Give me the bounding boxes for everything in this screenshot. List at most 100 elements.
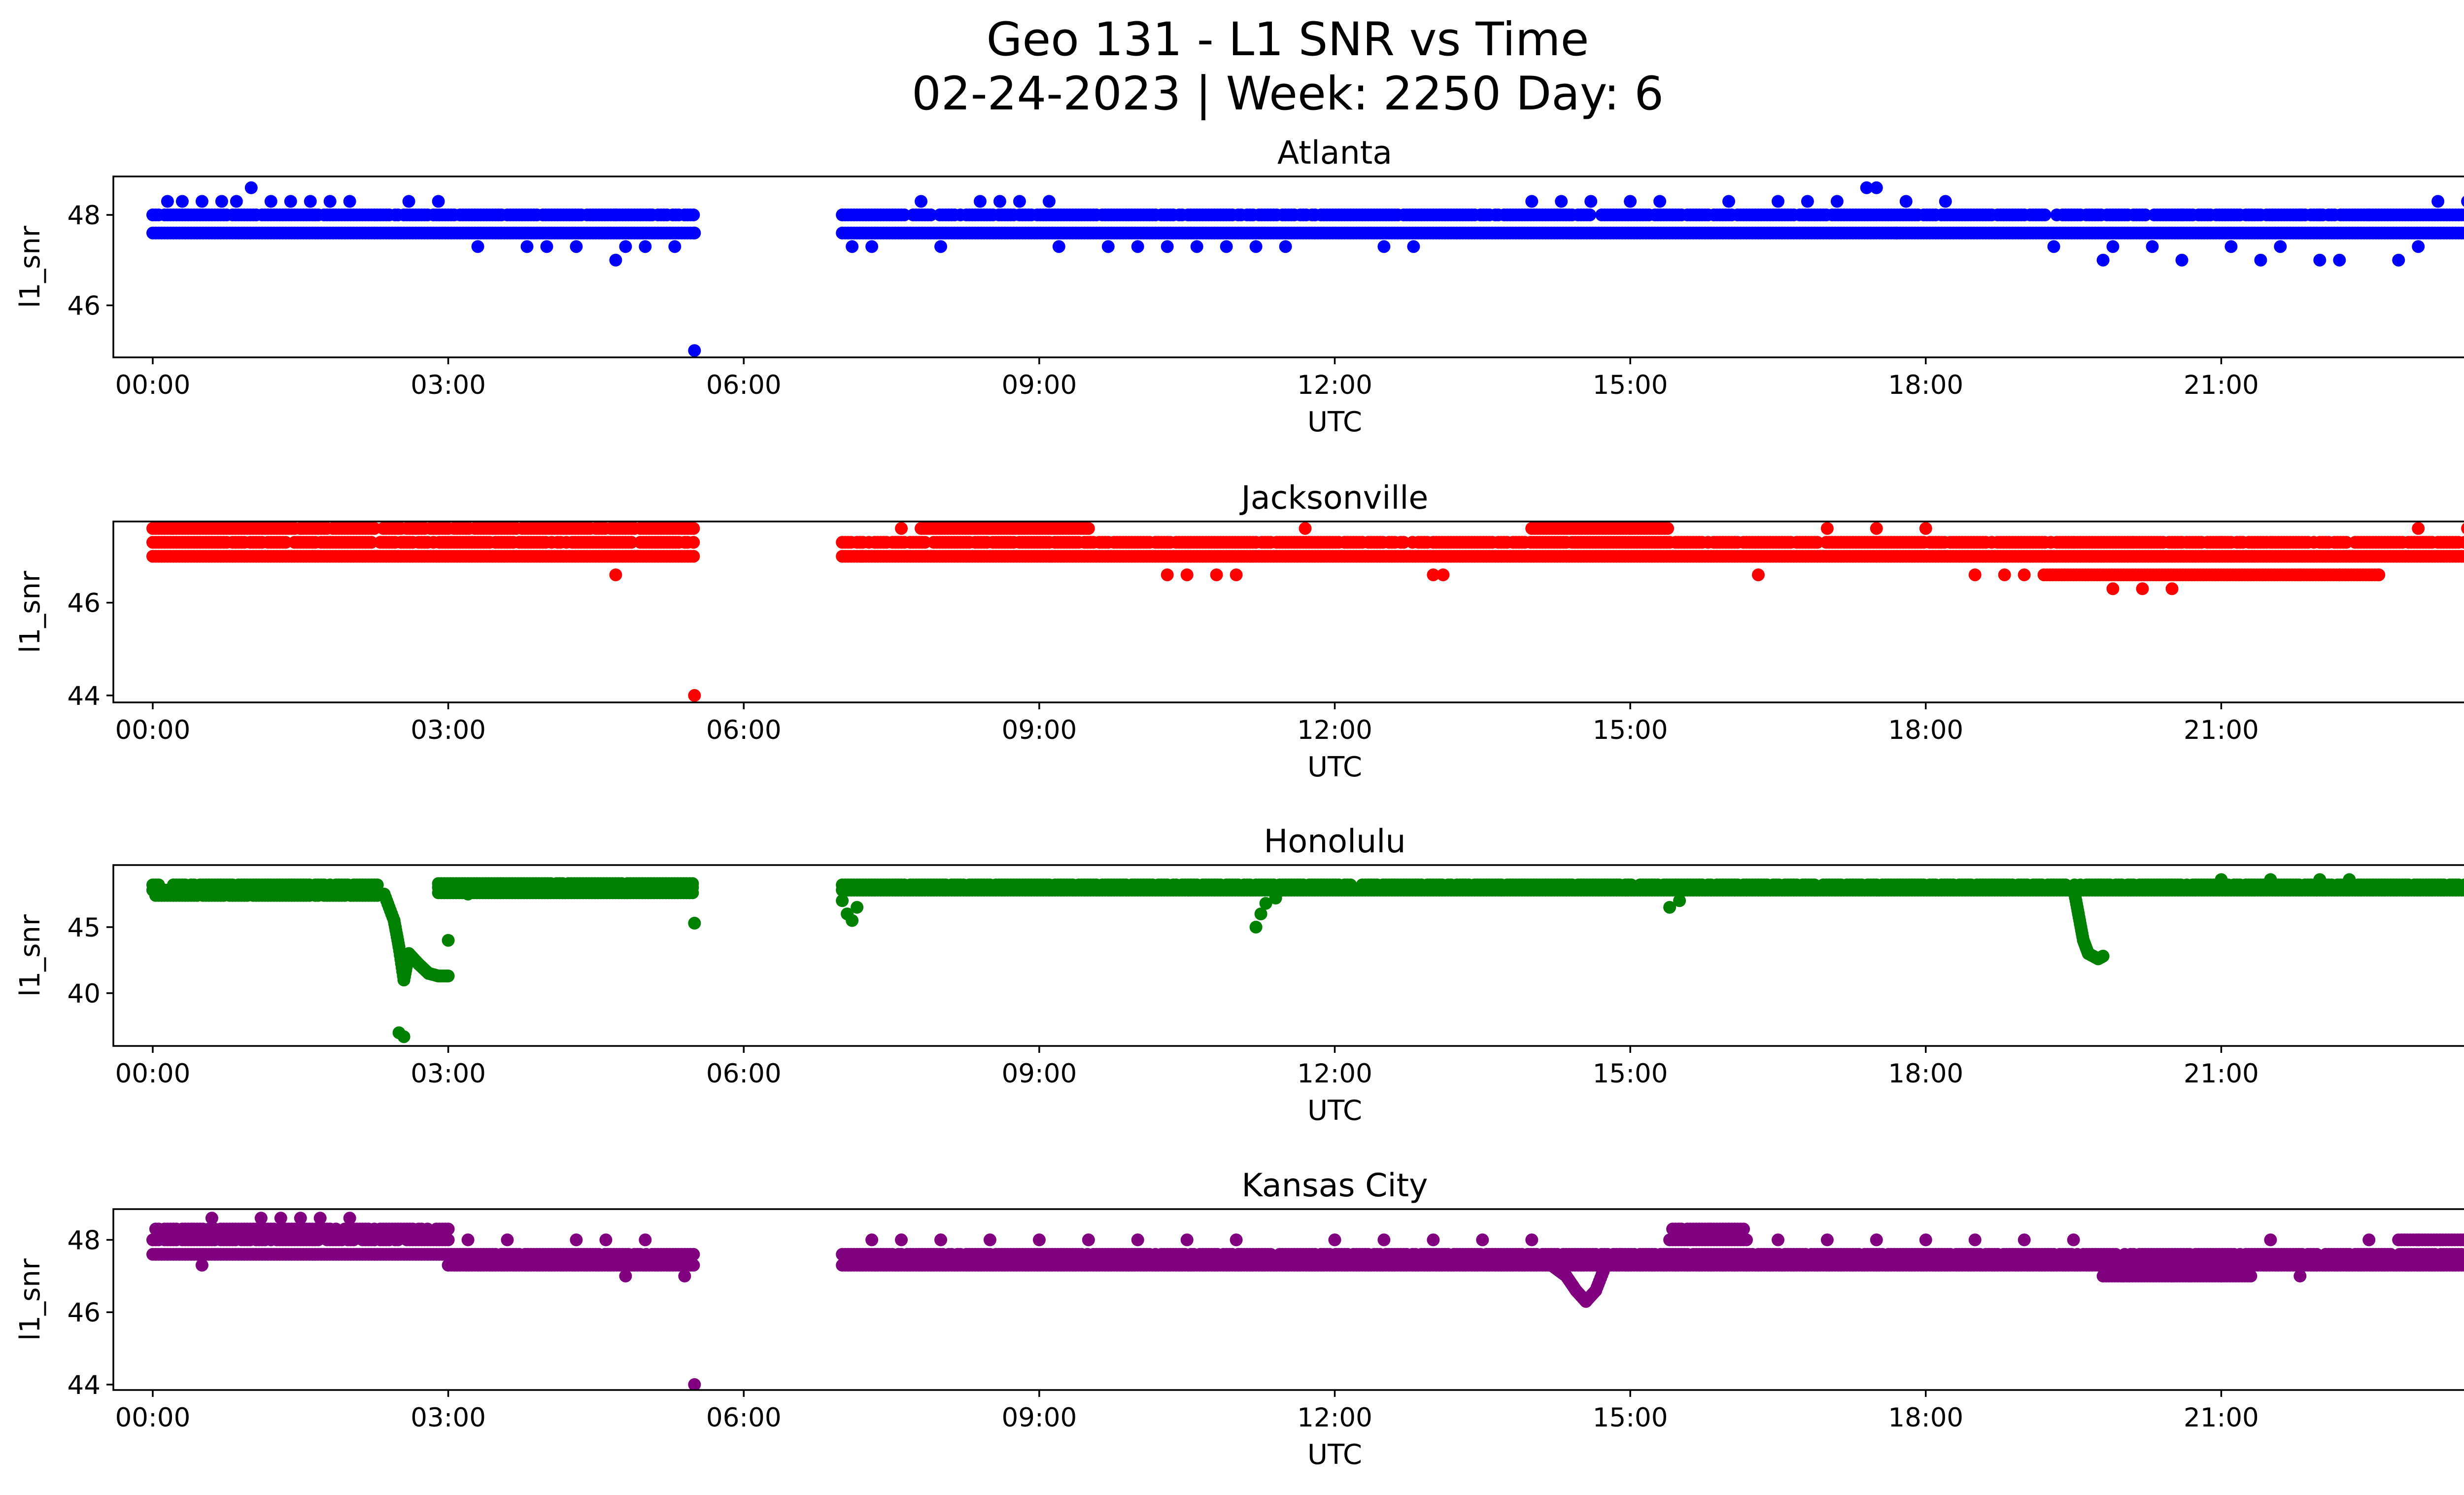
data-point [924,209,937,221]
x-tick-label: 18:00 [1888,715,1963,745]
data-point [368,522,381,535]
data-point [294,522,307,535]
data-point [1752,568,1765,582]
x-tick-label: 21:00 [2184,370,2259,400]
data-point [1249,240,1263,253]
data-point [2215,536,2228,549]
x-tick-label: 03:00 [411,715,486,745]
data-point [2165,582,2179,595]
data-point [520,240,534,253]
data-point [1919,522,1932,535]
data-point [609,209,622,221]
panel-title: Atlanta [1277,135,1392,172]
figure-title-line1: Geo 131 - L1 SNR vs Time [987,13,1589,67]
data-point [1870,522,1883,535]
data-point [461,887,475,901]
data-point [619,240,632,253]
series-points [146,522,2464,702]
axes-frame [112,175,2464,358]
data-point [1939,195,1952,208]
data-point [1397,536,1410,549]
data-point [1230,568,1243,582]
data-point [898,209,911,221]
data-point [2362,209,2376,221]
data-point [639,240,652,253]
data-point [846,914,859,927]
data-point [687,550,700,563]
x-tick-label: 06:00 [706,370,782,400]
data-point [1131,240,1144,253]
data-point [2067,536,2080,549]
data-point [1801,195,1814,208]
y-tick-label: 44 [68,681,101,711]
data-point [570,240,583,253]
data-point [2343,873,2356,886]
x-tick-label: 00:00 [115,370,191,400]
data-point [1427,568,1440,582]
panel-title: Jacksonville [1239,480,1429,517]
data-point [609,253,622,267]
data-point [644,209,657,221]
data-point [2146,240,2159,253]
data-point [2293,209,2307,221]
data-point [2313,253,2327,267]
data-point [2264,536,2277,549]
data-point [1052,240,1065,253]
data-point [2431,195,2445,208]
data-point [1042,195,1056,208]
data-point [2412,522,2425,535]
x-axis-label: UTC [1307,406,1362,438]
data-point [1673,894,1686,907]
x-tick-label: 15:00 [1593,370,1668,400]
data-point [856,550,869,563]
data-point [2461,196,2464,207]
data-point [851,901,864,914]
data-point [1254,907,1267,921]
data-point [1279,240,1292,253]
data-point [2274,240,2287,253]
x-tick-label: 03:00 [411,370,486,400]
figure-title-line2: 02-24-2023 | Week: 2250 Day: 6 [912,67,1664,121]
data-point [175,195,189,208]
data-point [1555,195,1568,208]
data-point [161,195,174,208]
series-points [146,873,2464,1043]
data-point [2126,536,2139,549]
data-point [2461,523,2464,534]
data-point [687,522,700,535]
data-point [919,536,931,549]
data-point [1259,897,1272,910]
data-point [166,522,179,535]
data-point [2175,536,2189,549]
data-point [2215,873,2228,886]
data-point [688,916,701,930]
data-point [1299,522,1312,535]
data-point [846,240,859,253]
data-point [686,877,699,890]
data-point [2139,209,2152,221]
panel-title: Honolulu [1264,823,1405,860]
data-point [2106,582,2120,595]
data-point [2340,536,2353,549]
data-point [609,568,622,582]
data-point [836,894,849,907]
data-point [688,689,701,702]
data-point [2461,537,2464,548]
data-point [678,209,691,221]
data-point [915,195,927,208]
data-point [1249,920,1263,934]
data-point [1101,240,1115,253]
data-point [1180,568,1194,582]
data-point [230,195,243,208]
data-point [934,240,947,253]
data-point [371,878,384,892]
data-point [1820,522,1834,535]
data-point [973,195,987,208]
data-point [865,240,879,253]
data-point [687,536,700,549]
